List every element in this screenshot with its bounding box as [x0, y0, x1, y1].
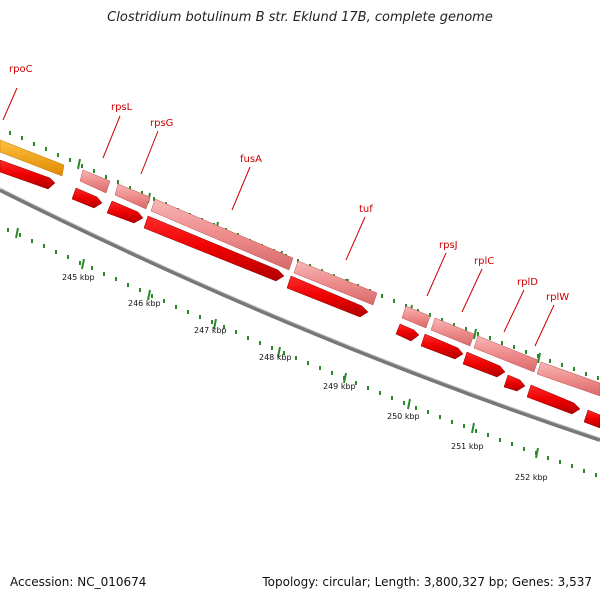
gene-rpsG-feature — [114, 183, 151, 210]
gene-label-tuf: tuf — [359, 204, 373, 215]
cds-fusA — [143, 215, 285, 282]
gene-rpsL-feature — [79, 169, 111, 194]
gene-rpsJ-feature — [401, 305, 431, 329]
scale-labels: 245 kbp 246 kbp 247 kbp 248 kbp 249 kbp … — [62, 273, 548, 482]
gene-rplD-feature — [473, 335, 539, 373]
scale-label-246: 246 kbp — [128, 299, 161, 308]
gene-rpoC-feature — [0, 139, 65, 177]
gene-label-fusA: fusA — [240, 154, 262, 165]
cds-tuf — [286, 275, 369, 318]
cds-rpoC — [0, 159, 56, 190]
scale-label-249: 249 kbp — [323, 382, 356, 391]
gene-rplW-feature — [536, 361, 600, 397]
scale-label-250: 250 kbp — [387, 412, 420, 421]
gene-label-rpsG: rpsG — [150, 118, 173, 129]
scale-label-245: 245 kbp — [62, 273, 95, 282]
gene-label-rpsJ: rpsJ — [439, 240, 458, 251]
scale-label-252: 252 kbp — [515, 473, 548, 482]
scale-label-251: 251 kbp — [451, 442, 484, 451]
gene-tuf-feature — [293, 260, 378, 306]
map-title: Clostridium botulinum B str. Eklund 17B,… — [107, 10, 493, 25]
cds-track — [0, 159, 600, 429]
gene-fusA-feature — [150, 198, 294, 271]
cds-rpsG — [106, 200, 144, 224]
inner-tick-row — [7, 227, 597, 477]
cds-next — [583, 409, 600, 429]
gene-track — [0, 139, 600, 397]
accession-text: Accession: NC_010674 — [10, 575, 147, 589]
scale-label-247: 247 kbp — [194, 326, 227, 335]
cds-rpsL — [71, 187, 103, 209]
scale-label-248: 248 kbp — [259, 353, 292, 362]
gene-label-rpsL: rpsL — [111, 102, 133, 113]
cds-rpsJ — [395, 323, 420, 342]
cds-rplW — [526, 384, 581, 415]
gene-label-text: rpoC rpsL rpsG fusA tuf rpsJ rplC rplD r… — [9, 64, 569, 303]
cds-rplC — [420, 333, 464, 360]
cds-rplD — [503, 374, 526, 392]
genome-stats-text: Topology: circular; Length: 3,800,327 bp… — [262, 575, 592, 589]
gene-labels — [2, 87, 555, 347]
gene-label-rplW: rplW — [546, 292, 569, 303]
gene-label-rplC: rplC — [474, 256, 494, 267]
backbone — [0, 187, 600, 442]
outer-tick-row — [9, 131, 599, 380]
gene-label-rplD: rplD — [517, 277, 538, 288]
cds-rplC2 — [462, 351, 506, 378]
gene-label-rpoC: rpoC — [9, 64, 33, 75]
gene-rplC-feature — [430, 317, 475, 347]
